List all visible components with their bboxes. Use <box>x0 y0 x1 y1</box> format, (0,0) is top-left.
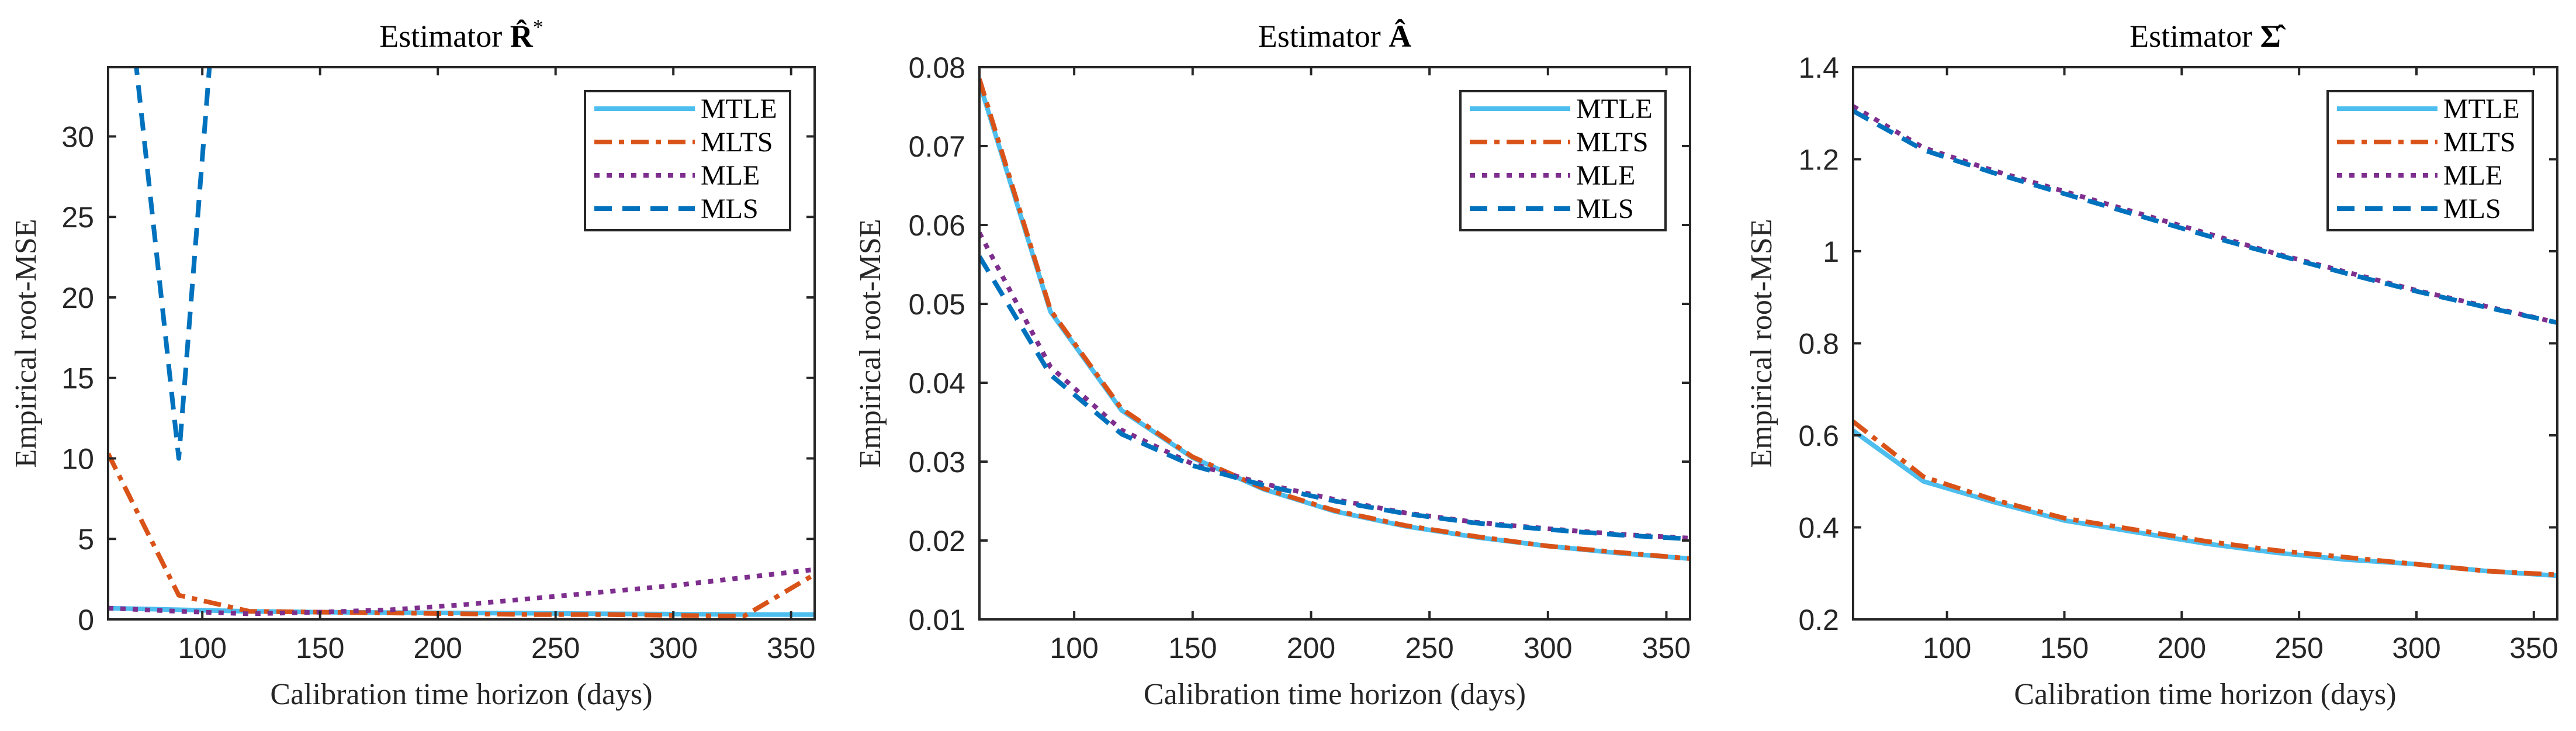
x-tick-label: 250 <box>531 632 580 664</box>
y-tick-label: 0 <box>78 604 94 636</box>
chart-title: Estimator R̂* <box>379 15 543 54</box>
series-line-mls <box>1853 109 2557 325</box>
y-tick-label: 10 <box>61 442 94 475</box>
x-axis-label: Calibration time horizon (days) <box>270 678 652 711</box>
series-line-mle <box>979 231 1690 541</box>
x-tick-label: 350 <box>767 632 815 664</box>
y-tick-label: 0.05 <box>909 288 965 321</box>
chart-title: Estimator Â <box>1258 19 1411 54</box>
series-line-mlts <box>979 78 1690 561</box>
title-superscript: * <box>533 15 543 39</box>
title-text: Estimator <box>2130 19 2260 54</box>
legend-label: MLE <box>2443 160 2502 191</box>
x-axis-label: Calibration time horizon (days) <box>1144 678 1526 711</box>
y-tick-label: 0.06 <box>909 209 965 242</box>
x-tick-label: 300 <box>649 632 697 664</box>
y-tick-label: 30 <box>61 120 94 153</box>
y-axis-label: Empirical root-MSE <box>9 219 43 467</box>
y-tick-label: 1 <box>1823 235 1839 268</box>
x-tick-label: 100 <box>1050 632 1098 664</box>
y-tick-label: 0.2 <box>1798 604 1839 636</box>
y-tick-label: 15 <box>61 362 94 395</box>
series-line-mls <box>979 255 1690 542</box>
y-axis-label: Empirical root-MSE <box>854 219 887 467</box>
y-tick-label: 0.01 <box>909 604 965 636</box>
x-tick-label: 300 <box>2392 632 2440 664</box>
legend-label: MLS <box>2443 193 2501 224</box>
series-line-mlts <box>1853 420 2557 577</box>
title-symbol: R̂ <box>510 19 534 54</box>
y-tick-label: 0.6 <box>1798 420 1839 452</box>
legend-label: MTLE <box>701 93 777 124</box>
x-tick-label: 200 <box>413 632 462 664</box>
x-tick-label: 250 <box>2274 632 2323 664</box>
x-tick-label: 100 <box>178 632 226 664</box>
y-tick-label: 20 <box>61 282 94 314</box>
x-tick-label: 350 <box>1642 632 1691 664</box>
legend-label: MLTS <box>701 127 773 158</box>
x-axis-label: Calibration time horizon (days) <box>2014 678 2396 711</box>
y-tick-label: 1.4 <box>1798 51 1839 84</box>
y-tick-label: 0.8 <box>1798 328 1839 361</box>
subplot-3: Estimator Σ̂ 100 150 200 250 300 350 0.2 0.4 0.6 0… <box>1745 19 2558 711</box>
x-tick-label: 100 <box>1923 632 1971 664</box>
x-tick-label: 250 <box>1405 632 1453 664</box>
y-tick-label: 25 <box>61 201 94 234</box>
x-tick-label: 150 <box>1168 632 1217 664</box>
title-symbol: Â <box>1389 19 1411 54</box>
y-tick-label: 5 <box>78 523 94 556</box>
subplot-2: Estimator Â 100 150 200 250 300 350 0.01 0.02 0.0… <box>854 19 1691 711</box>
y-axis-label: Empirical root-MSE <box>1745 219 1778 467</box>
series-line-mlts <box>108 452 815 619</box>
y-tick-label: 0.02 <box>909 525 965 557</box>
axes-box <box>978 66 1691 621</box>
series-line-mle <box>108 567 815 616</box>
y-tick-label: 0.07 <box>909 130 965 163</box>
x-tick-label: 150 <box>296 632 344 664</box>
legend-label: MTLE <box>2443 93 2520 124</box>
y-tick-label: 0.03 <box>909 446 965 479</box>
subplot-1: Estimator R̂* 100 150 200 250 300 350 0 5 10 15 20 2… <box>9 15 816 711</box>
x-tick-label: 300 <box>1524 632 1572 664</box>
legend-label: MLTS <box>2443 127 2516 158</box>
x-tick-label: 200 <box>1287 632 1335 664</box>
axes-box <box>107 66 816 621</box>
legend-label: MLE <box>1576 160 1635 191</box>
legend-label: MLS <box>701 193 759 224</box>
y-tick-label: 0.04 <box>909 367 965 400</box>
y-tick-label: 0.4 <box>1798 512 1839 545</box>
title-symbol: Σ̂ <box>2260 19 2286 54</box>
legend-label: MLE <box>701 160 760 191</box>
x-tick-label: 150 <box>2040 632 2089 664</box>
x-tick-label: 200 <box>2158 632 2206 664</box>
y-tick-label: 0.08 <box>909 51 965 84</box>
chart-title: Estimator Σ̂ <box>2130 19 2286 54</box>
y-tick-label: 1.2 <box>1798 144 1839 176</box>
title-text: Estimator <box>379 19 510 54</box>
title-text: Estimator <box>1258 19 1389 54</box>
x-tick-label: 350 <box>2509 632 2558 664</box>
series-line-mtle <box>1853 428 2557 578</box>
legend-label: MLTS <box>1576 127 1649 158</box>
legend-label: MLS <box>1576 193 1634 224</box>
legend-label: MTLE <box>1576 93 1653 124</box>
